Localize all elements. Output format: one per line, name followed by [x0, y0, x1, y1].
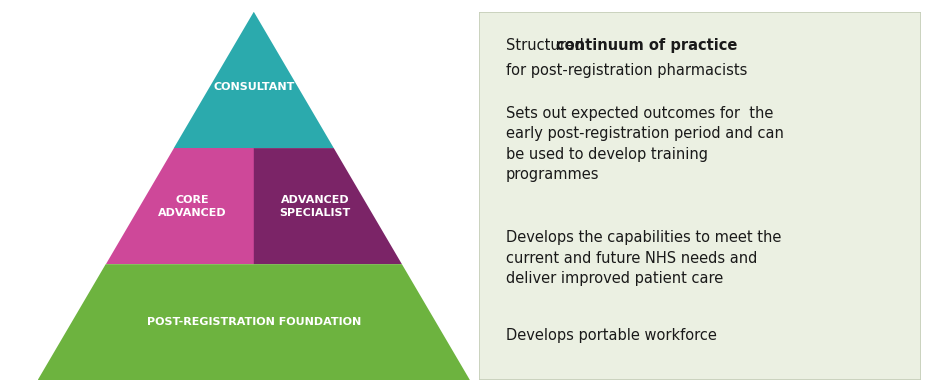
Text: CORE
ADVANCED: CORE ADVANCED	[158, 194, 227, 218]
Text: continuum of practice: continuum of practice	[556, 38, 737, 53]
Text: POST-REGISTRATION FOUNDATION: POST-REGISTRATION FOUNDATION	[147, 317, 361, 327]
FancyBboxPatch shape	[479, 12, 921, 380]
Polygon shape	[254, 148, 402, 264]
Polygon shape	[174, 12, 334, 148]
Text: Develops portable workforce: Develops portable workforce	[506, 328, 717, 343]
Text: Structured: Structured	[506, 38, 588, 53]
Text: for post-registration pharmacists: for post-registration pharmacists	[506, 63, 747, 78]
Text: CONSULTANT: CONSULTANT	[213, 82, 294, 92]
Polygon shape	[38, 264, 470, 380]
Text: Sets out expected outcomes for  the
early post-registration period and can
be us: Sets out expected outcomes for the early…	[506, 106, 784, 182]
Text: Develops the capabilities to meet the
current and future NHS needs and
deliver i: Develops the capabilities to meet the cu…	[506, 230, 781, 286]
Polygon shape	[105, 148, 254, 264]
Text: ADVANCED
SPECIALIST: ADVANCED SPECIALIST	[279, 194, 351, 218]
